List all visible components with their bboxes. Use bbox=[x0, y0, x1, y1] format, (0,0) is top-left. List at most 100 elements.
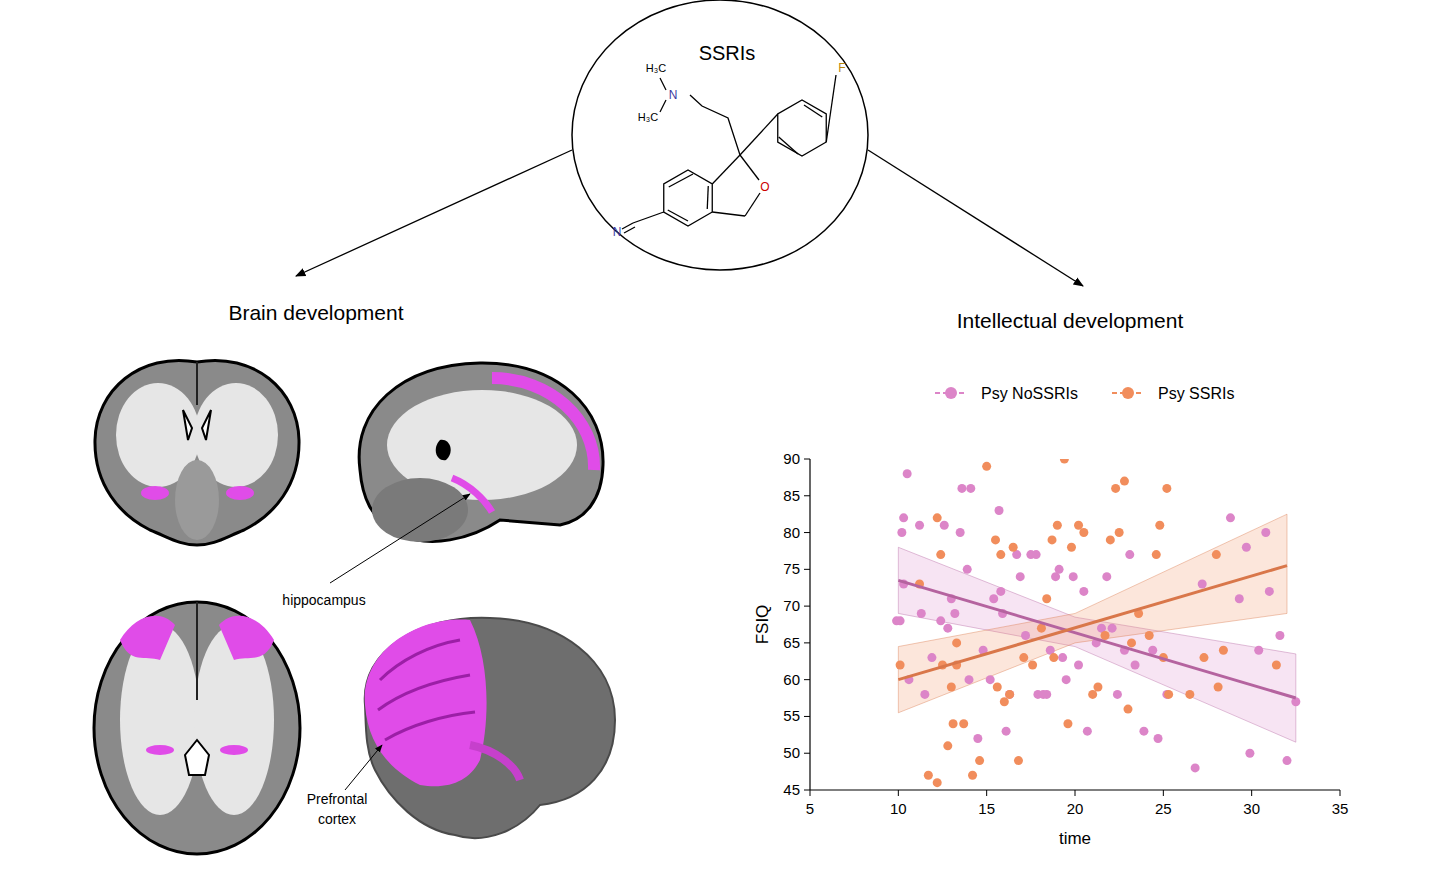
data-point bbox=[1191, 763, 1200, 772]
cerebellum bbox=[372, 478, 468, 542]
confidence-band bbox=[898, 514, 1287, 713]
data-point bbox=[996, 587, 1005, 596]
brain-surface bbox=[365, 618, 615, 838]
data-point bbox=[950, 609, 959, 618]
bond bbox=[624, 227, 635, 233]
bond bbox=[707, 186, 708, 209]
data-point bbox=[1139, 727, 1148, 736]
region-label: cortex bbox=[318, 811, 356, 827]
data-point bbox=[1106, 535, 1115, 544]
fissure bbox=[196, 362, 198, 405]
data-point bbox=[1088, 690, 1097, 699]
data-point bbox=[936, 550, 945, 559]
data-point bbox=[995, 506, 1004, 515]
y-tick bbox=[804, 495, 810, 496]
bond bbox=[778, 100, 826, 156]
data-point bbox=[1083, 727, 1092, 736]
data-point bbox=[1063, 719, 1072, 728]
atom-label: N bbox=[669, 88, 678, 102]
data-point bbox=[1028, 660, 1037, 669]
figure: SSRIsOFNH₃CH₃CNBrain developmentIntellec… bbox=[0, 0, 1440, 880]
data-point bbox=[1019, 653, 1028, 662]
y-tick-label: 55 bbox=[783, 707, 800, 724]
y-tick-label: 50 bbox=[783, 744, 800, 761]
x-tick-label: 35 bbox=[1332, 800, 1349, 817]
legend-label: Psy NoSSRIs bbox=[981, 385, 1078, 402]
x-tick bbox=[898, 790, 899, 796]
data-point bbox=[1120, 477, 1129, 486]
data-point bbox=[896, 660, 905, 669]
brain-outline bbox=[94, 602, 300, 854]
data-point bbox=[989, 594, 998, 603]
data-point bbox=[1042, 690, 1051, 699]
brain-coronal bbox=[95, 360, 299, 545]
y-tick-label: 45 bbox=[783, 781, 800, 798]
gyri bbox=[378, 640, 475, 740]
data-point bbox=[1145, 631, 1154, 640]
legend-marker bbox=[945, 387, 957, 399]
data-point bbox=[1016, 572, 1025, 581]
data-point bbox=[1124, 705, 1133, 714]
data-point bbox=[1198, 580, 1207, 589]
data-point bbox=[991, 535, 1000, 544]
data-point bbox=[1074, 660, 1083, 669]
data-point bbox=[1113, 690, 1122, 699]
y-tick bbox=[804, 606, 810, 607]
data-point bbox=[1000, 697, 1009, 706]
data-point bbox=[1093, 683, 1102, 692]
hippocampus-region bbox=[452, 478, 492, 512]
y-tick bbox=[804, 569, 810, 570]
data-point bbox=[933, 513, 942, 522]
x-tick-label: 10 bbox=[890, 800, 907, 817]
brain-3d bbox=[365, 618, 615, 838]
ventricle bbox=[185, 740, 209, 775]
data-point bbox=[1079, 587, 1088, 596]
arrow bbox=[296, 150, 572, 276]
data-point bbox=[936, 616, 945, 625]
atom-label: H₃C bbox=[646, 62, 666, 74]
data-point bbox=[1283, 756, 1292, 765]
data-point bbox=[1111, 484, 1120, 493]
data-point bbox=[1154, 734, 1163, 743]
data-point bbox=[1009, 543, 1018, 552]
data-point bbox=[1005, 690, 1014, 699]
data-point bbox=[920, 690, 929, 699]
data-point bbox=[947, 683, 956, 692]
brain-axial bbox=[94, 602, 300, 854]
bond bbox=[664, 170, 712, 226]
data-point bbox=[899, 513, 908, 522]
data-point bbox=[949, 719, 958, 728]
data-point bbox=[933, 778, 942, 787]
y-axis-label: FSIQ bbox=[753, 605, 772, 645]
data-point bbox=[993, 683, 1002, 692]
data-point bbox=[1226, 513, 1235, 522]
panel-title: Brain development bbox=[228, 301, 403, 324]
data-point bbox=[917, 609, 926, 618]
data-point bbox=[956, 528, 965, 537]
bond bbox=[668, 210, 688, 221]
x-tick bbox=[1340, 790, 1341, 796]
data-point bbox=[1254, 646, 1263, 655]
y-tick bbox=[804, 753, 810, 754]
chart: 510152025303545505560657075808590timeFSI… bbox=[753, 385, 1348, 848]
data-point bbox=[903, 469, 912, 478]
data-point bbox=[1125, 550, 1134, 559]
data-point bbox=[966, 484, 975, 493]
data-point bbox=[1214, 683, 1223, 692]
data-point bbox=[1242, 543, 1251, 552]
x-tick-label: 15 bbox=[978, 800, 995, 817]
x-tick-label: 30 bbox=[1243, 800, 1260, 817]
x-tick-label: 20 bbox=[1067, 800, 1084, 817]
data-point bbox=[957, 484, 966, 493]
data-point bbox=[943, 624, 952, 633]
bond bbox=[826, 75, 836, 142]
atom-label: F bbox=[838, 61, 845, 75]
ventricle bbox=[436, 440, 451, 460]
data-point bbox=[915, 521, 924, 530]
ventricle bbox=[183, 410, 211, 440]
fit-line bbox=[898, 566, 1287, 680]
y-tick-label: 75 bbox=[783, 560, 800, 577]
data-point bbox=[1162, 484, 1171, 493]
data-point bbox=[1245, 749, 1254, 758]
y-tick-label: 90 bbox=[783, 450, 800, 467]
